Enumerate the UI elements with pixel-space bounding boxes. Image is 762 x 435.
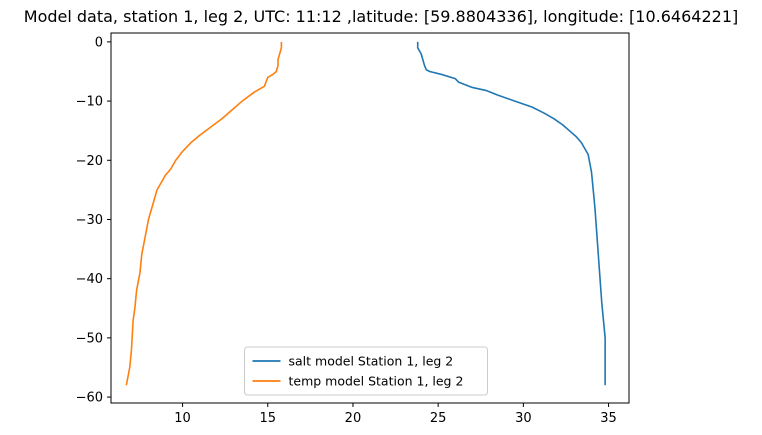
y-tick-label: −40 xyxy=(76,272,103,287)
x-tick-label: 35 xyxy=(600,411,617,426)
y-axis: 0 −10 −20 −30 −40 −50 −60 xyxy=(76,35,111,406)
chart-title: Model data, station 1, leg 2, UTC: 11:12… xyxy=(24,7,738,26)
y-tick-label: −20 xyxy=(76,154,103,169)
y-tick-label: 0 xyxy=(95,35,103,50)
legend-box xyxy=(244,346,488,396)
x-tick-label: 30 xyxy=(515,411,532,426)
legend-label-1: salt model Station 1, leg 2 xyxy=(289,354,454,369)
plot-frame xyxy=(110,32,630,404)
series-line-2 xyxy=(125,41,283,386)
plot-lines xyxy=(125,41,606,386)
y-tick-label: −50 xyxy=(76,331,103,346)
y-tick-label: −30 xyxy=(76,213,103,228)
x-tick-label: 10 xyxy=(174,411,191,426)
y-tick-label: −60 xyxy=(76,391,103,406)
series-line-1 xyxy=(416,41,606,386)
y-tick-label: −10 xyxy=(76,95,103,110)
x-tick-label: 20 xyxy=(345,411,362,426)
x-tick-label: 25 xyxy=(430,411,447,426)
legend-label-2: temp model Station 1, leg 2 xyxy=(289,374,464,389)
x-axis: 10 15 20 25 30 35 xyxy=(174,403,617,426)
x-tick-label: 15 xyxy=(259,411,276,426)
legend: salt model Station 1, leg 2 temp model St… xyxy=(244,346,488,396)
